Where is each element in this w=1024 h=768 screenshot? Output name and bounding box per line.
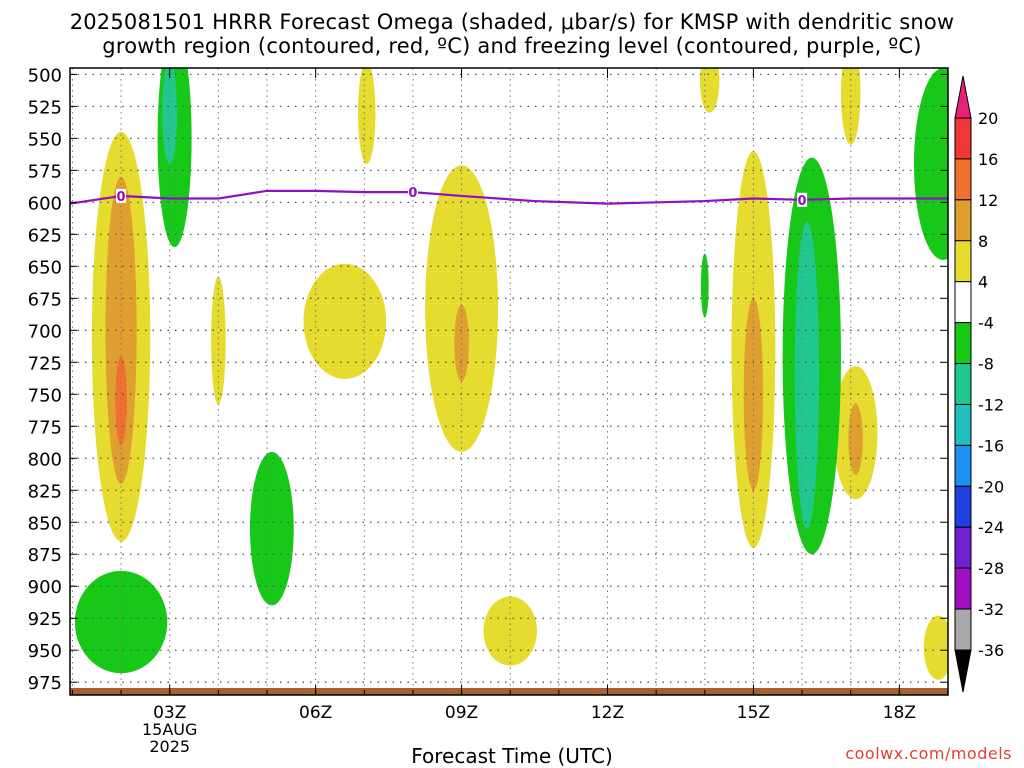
chart-title-line-1: 2025081501 HRRR Forecast Omega (shaded, … [69, 10, 955, 34]
y-tick-label-800: 800 [28, 449, 62, 470]
omega-area-17 [162, 68, 178, 164]
colorbar-bin-2 [954, 158, 972, 201]
colorbar-label-11: -28 [978, 559, 1004, 578]
y-tick-label-650: 650 [28, 257, 62, 278]
y-tick-label-775: 775 [28, 417, 62, 438]
colorbar-label-10: -24 [978, 518, 1004, 537]
omega-area-20 [700, 253, 709, 318]
colorbar-label-1: 16 [978, 150, 998, 169]
colorbar-bin-8 [954, 403, 972, 446]
colorbar-bin-5 [954, 281, 972, 324]
x-tick-label-03Z: 03Z [153, 703, 186, 723]
y-tick-label-500: 500 [28, 65, 62, 86]
colorbar-label-8: -16 [978, 436, 1004, 455]
x-tick-sublabel-0: 15AUG [142, 720, 197, 739]
y-tick-label-900: 900 [28, 577, 62, 598]
omega-area-19 [74, 570, 168, 674]
freezing-label-bg-2 [797, 192, 808, 207]
y-tick-label-675: 675 [28, 289, 62, 310]
colorbar-label-4: 4 [978, 273, 988, 292]
y-tick-label-700: 700 [28, 321, 62, 342]
y-tick-label-975: 975 [28, 673, 62, 694]
colorbar-bin-10 [954, 485, 972, 528]
colorbar-label-0: 20 [978, 109, 998, 128]
chart-title-line-2: growth region (contoured, red, ºC) and f… [102, 34, 922, 58]
colorbar-bin-9 [954, 444, 972, 487]
x-tick-label-09Z: 09Z [445, 703, 478, 723]
y-tick-label-625: 625 [28, 225, 62, 246]
plot-frame [69, 67, 949, 696]
colorbar-bin-4 [954, 240, 972, 283]
y-tick-label-750: 750 [28, 385, 62, 406]
omega-area-4 [303, 263, 387, 379]
y-tick-label-950: 950 [28, 641, 62, 662]
omega-area-22 [794, 221, 820, 529]
x-axis-label: Forecast Time (UTC) [411, 744, 613, 768]
y-tick-label-575: 575 [28, 161, 62, 182]
freezing-label-bg-0 [116, 188, 127, 203]
omega-area-14 [848, 403, 863, 475]
plot-area: 0 0 0 [70, 68, 948, 695]
terrain-strip [70, 688, 948, 695]
colorbar-label-2: 12 [978, 191, 998, 210]
omega-area-2 [115, 355, 127, 446]
colorbar-label-3: 8 [978, 232, 988, 251]
colorbar-label-13: -36 [978, 641, 1004, 660]
y-tick-label-925: 925 [28, 609, 62, 630]
colorbar-bin-7 [954, 363, 972, 405]
y-tick-label-600: 600 [28, 193, 62, 214]
x-tick-label-15Z: 15Z [737, 703, 770, 723]
omega-area-8 [357, 68, 376, 164]
freezing-level-label-0: 0 [117, 190, 126, 205]
omega-area-23 [913, 68, 948, 260]
freezing-level-line [70, 189, 948, 205]
colorbar-label-6: -8 [978, 355, 994, 374]
omega-area-15 [923, 615, 948, 680]
colorbar-bin-13 [954, 608, 972, 651]
freezing-level-label-2: 0 [798, 194, 807, 209]
y-tick-label-725: 725 [28, 353, 62, 374]
colorbar-bin-6 [954, 322, 972, 365]
omega-area-18 [249, 451, 294, 606]
colorbar-top-arrow [954, 75, 972, 119]
omega-area-1 [105, 176, 137, 484]
colorbar-bin-3 [954, 199, 972, 242]
x-tick-label-18Z: 18Z [883, 703, 916, 723]
y-tick-label-825: 825 [28, 481, 62, 502]
x-tick-label-06Z: 06Z [299, 703, 332, 723]
colorbar-label-9: -20 [978, 477, 1004, 496]
omega-area-3 [211, 276, 226, 405]
x-tick-label-12Z: 12Z [591, 703, 624, 723]
y-tick-label-550: 550 [28, 129, 62, 150]
freezing-label-bg-1 [407, 185, 418, 200]
colorbar-label-5: -4 [978, 314, 994, 333]
colorbar-label-12: -32 [978, 600, 1004, 619]
colorbar-bin-11 [954, 526, 972, 569]
y-tick-label-875: 875 [28, 545, 62, 566]
colorbar-label-7: -12 [978, 395, 1004, 414]
colorbar-bin-1 [954, 117, 972, 160]
y-tick-label-850: 850 [28, 513, 62, 534]
x-tick-sublabel-1: 2025 [149, 737, 190, 756]
freezing-level-label-1: 0 [408, 186, 417, 201]
omega-area-7 [483, 596, 537, 666]
colorbar-bin-12 [954, 567, 972, 610]
omega-area-9 [699, 68, 720, 113]
source-credit[interactable]: coolwx.com/models [845, 744, 1012, 763]
colorbar-bottom-arrow [954, 649, 972, 693]
y-tick-label-525: 525 [28, 97, 62, 118]
